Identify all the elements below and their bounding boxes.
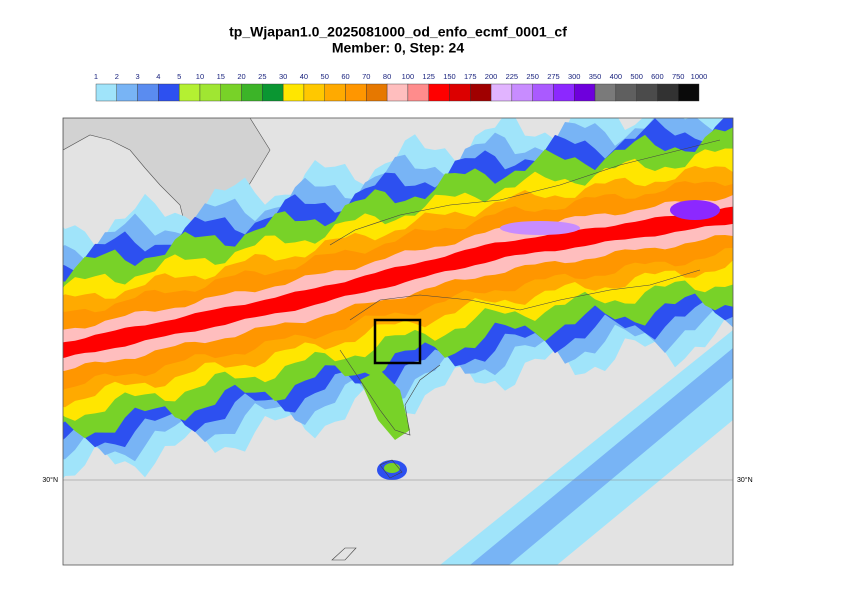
- colorbar-label: 20: [237, 72, 245, 81]
- colorbar-box: [470, 83, 492, 102]
- precip-cell: [384, 463, 400, 473]
- colorbar-label: 30: [279, 72, 287, 81]
- map-frame: [62, 117, 734, 566]
- colorbar-label: 175: [464, 72, 477, 81]
- colorbar-label: 5: [177, 72, 181, 81]
- colorbar-box: [657, 83, 679, 102]
- colorbar-label: 10: [196, 72, 204, 81]
- colorbar-label: 60: [341, 72, 349, 81]
- precip-field: [63, 118, 733, 565]
- colorbar-box: [511, 83, 533, 102]
- colorbar-box: [303, 83, 325, 102]
- colorbar-box: [262, 83, 284, 102]
- colorbar-label: 200: [485, 72, 498, 81]
- colorbar-box: [678, 83, 700, 102]
- colorbar-box: [594, 83, 617, 102]
- colorbar-box: [241, 83, 263, 102]
- precip-cell: [500, 221, 580, 235]
- colorbar-box: [449, 83, 471, 102]
- colorbar-label: 125: [422, 72, 435, 81]
- colorbar-box: [282, 83, 305, 102]
- colorbar-box: [199, 83, 221, 102]
- colorbar-box: [158, 83, 180, 102]
- colorbar-box: [137, 83, 159, 102]
- title: tp_Wjapan1.0_2025081000_od_enfo_ecmf_000…: [229, 24, 567, 40]
- colorbar-label: 250: [526, 72, 539, 81]
- coastlines: [329, 139, 721, 561]
- colorbar-label: 70: [362, 72, 370, 81]
- colorbar-label: 300: [568, 72, 581, 81]
- colorbar-label: 750: [672, 72, 685, 81]
- colorbar-box: [345, 83, 367, 102]
- precip-band: [63, 206, 733, 359]
- colorbar-label: 25: [258, 72, 266, 81]
- lat-label-left: 30°N: [42, 476, 58, 484]
- precip-band: [440, 330, 733, 565]
- colorbar-box: [116, 83, 138, 102]
- precip-band: [470, 348, 733, 565]
- colorbar-box: [490, 83, 513, 102]
- colorbar-label: 600: [651, 72, 664, 81]
- colorbar-box: [386, 83, 409, 102]
- map: [63, 118, 733, 565]
- colorbar-box: [178, 83, 201, 102]
- colorbar-label: 150: [443, 72, 456, 81]
- colorbar-label: 1000: [691, 72, 708, 81]
- colorbar-label: 40: [300, 72, 308, 81]
- colorbar-box: [636, 83, 658, 102]
- colorbar-box: [366, 83, 388, 102]
- colorbar: 1 2 3 4 5 10 15 20 25 30 40 50 60 70 80 100 125 150 175 200…: [94, 72, 708, 102]
- colorbar-label: 225: [506, 72, 519, 81]
- precip-cell: [670, 200, 720, 220]
- colorbar-box: [428, 83, 450, 102]
- colorbar-label: 350: [589, 72, 602, 81]
- colorbar-label: 400: [610, 72, 623, 81]
- colorbar-box: [95, 83, 117, 102]
- precip-band: [360, 370, 410, 440]
- colorbar-label: 50: [321, 72, 329, 81]
- colorbar-label: 1: [94, 72, 98, 81]
- colorbar-box: [324, 83, 346, 102]
- colorbar-box: [553, 83, 575, 102]
- subtitle: Member: 0, Step: 24: [332, 40, 464, 56]
- colorbar-label: 80: [383, 72, 391, 81]
- colorbar-label: 500: [630, 72, 643, 81]
- colorbar-box: [532, 83, 554, 102]
- colorbar-label: 100: [402, 72, 415, 81]
- colorbar-label: 2: [115, 72, 119, 81]
- colorbar-label: 4: [156, 72, 160, 81]
- colorbar-box: [574, 83, 596, 102]
- colorbar-label: 3: [136, 72, 140, 81]
- lat-label-right: 30°N: [737, 476, 753, 484]
- colorbar-box: [220, 83, 242, 102]
- focus-box: [373, 318, 422, 365]
- colorbar-box: [615, 83, 637, 102]
- colorbar-label: 15: [217, 72, 225, 81]
- colorbar-box: [407, 83, 429, 102]
- colorbar-label: 275: [547, 72, 560, 81]
